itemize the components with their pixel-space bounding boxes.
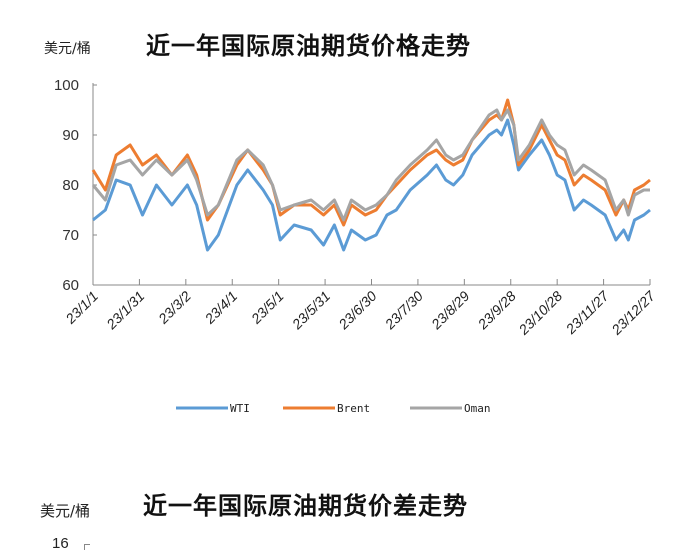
y-axis-unit: 美元/桶 bbox=[44, 41, 91, 57]
y-tick-label: 90 bbox=[62, 127, 79, 144]
x-tick-label: 23/4/1 bbox=[201, 288, 241, 328]
x-tick-label: 23/6/30 bbox=[335, 288, 380, 333]
y-tick-label: 70 bbox=[62, 227, 79, 244]
x-tick-label: 23/7/30 bbox=[381, 288, 426, 333]
legend-label-brent: Brent bbox=[337, 402, 370, 415]
legend-label-wti: WTI bbox=[230, 402, 250, 415]
second-chart-y-unit: 美元/桶 bbox=[40, 502, 91, 520]
second-chart-axis bbox=[84, 544, 90, 550]
y-tick-label: 100 bbox=[54, 77, 79, 94]
second-chart-title: 近一年国际原油期货价差走势 bbox=[143, 492, 468, 520]
x-tick-label: 23/11/27 bbox=[562, 287, 613, 338]
series-line-oman bbox=[91, 108, 650, 222]
y-tick-label: 80 bbox=[62, 177, 79, 194]
x-tick-label: 23/5/1 bbox=[247, 288, 287, 328]
x-tick-label: 23/9/28 bbox=[474, 288, 519, 333]
x-tick-label: 23/8/29 bbox=[427, 288, 472, 333]
series-line-wti bbox=[92, 118, 651, 252]
x-tick-label: 23/12/27 bbox=[608, 287, 659, 338]
x-tick-label: 23/1/31 bbox=[102, 288, 147, 333]
legend-label-oman: Oman bbox=[464, 402, 491, 415]
y-tick-label: 60 bbox=[62, 277, 79, 294]
second-chart-y-tick: 16 bbox=[52, 535, 69, 550]
x-tick-label: 23/5/31 bbox=[288, 288, 333, 333]
chart-title: 近一年国际原油期货价格走势 bbox=[146, 32, 471, 60]
x-tick-label: 23/3/2 bbox=[154, 288, 194, 328]
x-tick-label: 23/10/28 bbox=[515, 288, 566, 339]
